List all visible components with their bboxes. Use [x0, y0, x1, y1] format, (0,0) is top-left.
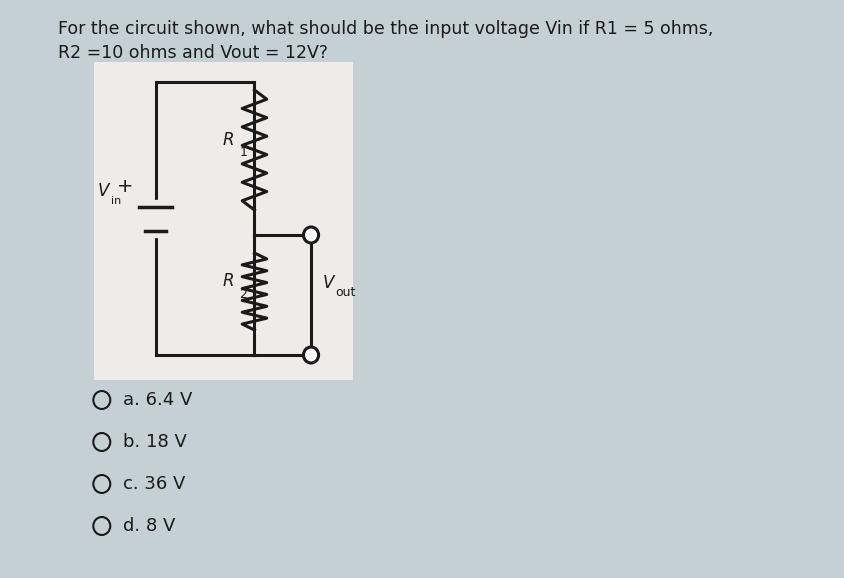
Bar	[95, 62, 353, 380]
Text: 1: 1	[239, 146, 247, 159]
Text: For the circuit shown, what should be the input voltage Vin if R1 = 5 ohms,: For the circuit shown, what should be th…	[58, 20, 713, 38]
Text: b. 18 V: b. 18 V	[122, 433, 187, 451]
Text: R: R	[222, 131, 234, 149]
Circle shape	[303, 227, 318, 243]
Text: a. 6.4 V: a. 6.4 V	[122, 391, 192, 409]
Circle shape	[93, 475, 111, 493]
Circle shape	[93, 433, 111, 451]
Text: V: V	[322, 274, 333, 292]
Text: d. 8 V: d. 8 V	[122, 517, 175, 535]
Text: R: R	[222, 272, 234, 291]
Text: out: out	[335, 287, 355, 299]
Circle shape	[303, 347, 318, 363]
Text: c. 36 V: c. 36 V	[122, 475, 185, 493]
Circle shape	[93, 391, 111, 409]
Text: 2: 2	[239, 287, 247, 301]
Text: V: V	[98, 181, 109, 199]
Circle shape	[93, 517, 111, 535]
Text: +: +	[117, 177, 133, 196]
Text: in: in	[111, 195, 121, 206]
Text: R2 =10 ohms and Vout = 12V?: R2 =10 ohms and Vout = 12V?	[58, 44, 328, 62]
